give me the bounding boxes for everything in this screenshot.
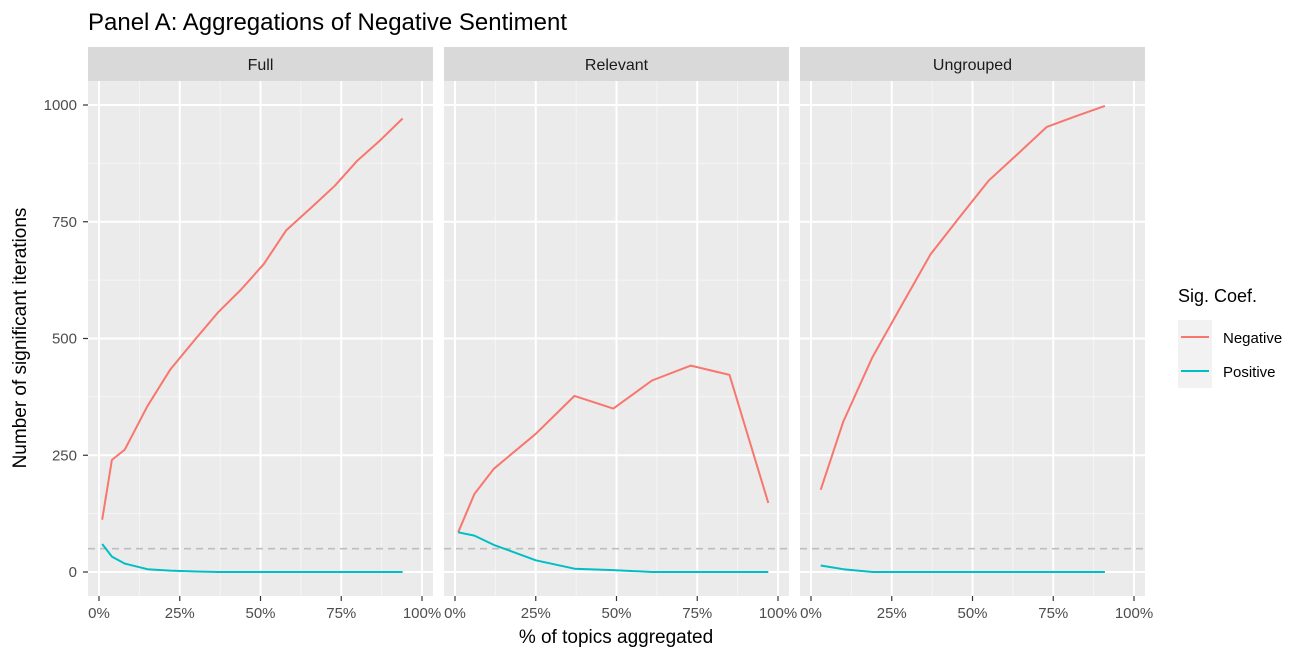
facet-strip-label: Ungrouped (933, 57, 1012, 74)
y-tick-label: 0 (69, 564, 77, 581)
legend: Sig. Coef. Negative Positive (1178, 286, 1282, 388)
y-tick-label: 1000 (44, 97, 77, 114)
x-tick-label: 50% (601, 605, 631, 622)
series-line-negative (457, 364, 770, 533)
x-tick-label: 25% (877, 605, 907, 622)
x-tick-label: 0% (800, 605, 822, 622)
x-tick-label: 75% (682, 605, 712, 622)
facet-panel-ungrouped: Ungrouped 0% 25% 50% 75% 100% (800, 47, 1153, 622)
legend-item-positive: Positive (1178, 354, 1276, 388)
y-tick-label: 500 (52, 331, 77, 348)
x-tick-label: 50% (957, 605, 987, 622)
facet-strip-label: Full (248, 57, 274, 74)
x-tick-label: 0% (444, 605, 466, 622)
x-tick-label: 100% (1115, 605, 1153, 622)
y-tick-label: 250 (52, 447, 77, 464)
facet-panels: Full 0% 25% 50% 75% 100% Relevant 0% 25% 50% 75% 10… (88, 47, 1153, 622)
legend-title: Sig. Coef. (1178, 286, 1257, 306)
series-line-positive (458, 531, 769, 573)
series-line-positive (820, 564, 1105, 573)
x-tick-label: 50% (245, 605, 275, 622)
x-tick-label: 75% (326, 605, 356, 622)
x-tick-label: 100% (759, 605, 797, 622)
legend-label: Positive (1223, 364, 1276, 381)
facet-strip (444, 47, 789, 81)
y-axis-title: Number of significant iterations (10, 208, 31, 469)
x-tick-label: 100% (403, 605, 441, 622)
series-line-positive (101, 543, 403, 573)
facet-strip (88, 47, 433, 81)
facet-panel-full: Full 0% 25% 50% 75% 100% (88, 47, 441, 622)
x-tick-label: 75% (1038, 605, 1068, 622)
facet-strip (800, 47, 1145, 81)
y-axis: 0 250 500 750 1000 (44, 97, 88, 581)
series-line-negative (819, 104, 1106, 491)
x-tick-label: 25% (165, 605, 195, 622)
x-tick-label: 25% (521, 605, 551, 622)
y-tick-label: 750 (52, 214, 77, 231)
chart-title: Panel A: Aggregations of Negative Sentim… (88, 9, 567, 36)
x-axis-title: % of topics aggregated (519, 627, 713, 648)
legend-label: Negative (1223, 330, 1282, 347)
facet-panel-relevant: Relevant 0% 25% 50% 75% 100% (444, 47, 797, 622)
facet-strip-label: Relevant (585, 57, 649, 74)
legend-item-negative: Negative (1178, 320, 1282, 354)
x-tick-label: 0% (88, 605, 110, 622)
series-line-negative (101, 117, 404, 520)
